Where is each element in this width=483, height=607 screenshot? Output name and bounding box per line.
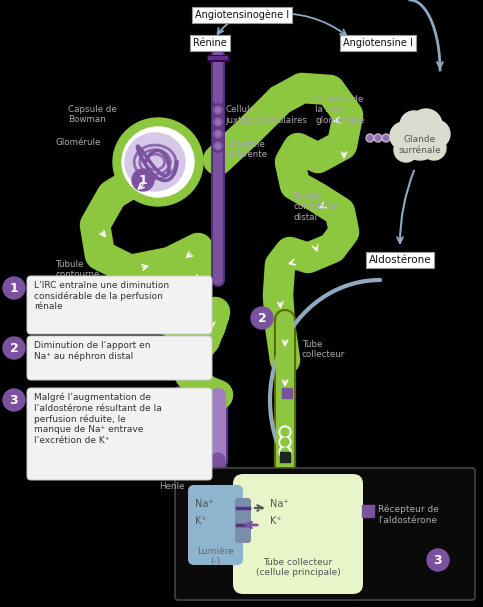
Text: Cellules de
la zone
glomérulée: Cellules de la zone glomérulée: [315, 95, 365, 126]
Text: Tube collecteur
(cellule principale): Tube collecteur (cellule principale): [256, 558, 341, 577]
Circle shape: [3, 277, 25, 299]
Circle shape: [215, 132, 221, 137]
Text: L’IRC entraîne une diminution
considérable de la perfusion
rénale: L’IRC entraîne une diminution considérab…: [34, 281, 169, 311]
Circle shape: [251, 307, 273, 329]
Text: K⁺: K⁺: [195, 516, 207, 526]
Text: Anse de
Henle: Anse de Henle: [155, 472, 190, 492]
Text: Récepteur de
l’aldostérone: Récepteur de l’aldostérone: [378, 505, 439, 525]
Circle shape: [3, 389, 25, 411]
Circle shape: [213, 129, 223, 138]
Circle shape: [366, 134, 374, 142]
Text: 3: 3: [10, 393, 18, 407]
Text: K⁺: K⁺: [270, 516, 282, 526]
Text: 2: 2: [257, 311, 267, 325]
Text: Tubule
contourné
distal: Tubule contourné distal: [293, 192, 337, 222]
Text: Malgré l’augmentation de
l’aldostérone résultant de la
perfusion réduite, le
man: Malgré l’augmentation de l’aldostérone r…: [34, 393, 162, 445]
Circle shape: [427, 549, 449, 571]
Circle shape: [3, 337, 25, 359]
FancyBboxPatch shape: [27, 388, 212, 480]
Circle shape: [212, 116, 224, 128]
Ellipse shape: [122, 127, 194, 197]
Circle shape: [279, 436, 291, 448]
Circle shape: [382, 134, 390, 142]
FancyBboxPatch shape: [27, 276, 212, 334]
Circle shape: [281, 438, 289, 446]
Circle shape: [212, 128, 224, 140]
Bar: [282, 388, 292, 398]
Circle shape: [213, 141, 223, 151]
Circle shape: [281, 428, 289, 436]
Circle shape: [213, 118, 223, 126]
Circle shape: [213, 106, 223, 115]
Text: Angiotensine I: Angiotensine I: [343, 38, 413, 48]
Bar: [362, 505, 374, 517]
Circle shape: [374, 134, 382, 142]
Ellipse shape: [113, 118, 203, 206]
Text: Diminution de l’apport en
Na⁺ au néphron distal: Diminution de l’apport en Na⁺ au néphron…: [34, 341, 151, 361]
Circle shape: [422, 136, 446, 160]
Circle shape: [400, 111, 428, 139]
Text: 2: 2: [10, 342, 18, 354]
Circle shape: [394, 138, 418, 162]
FancyBboxPatch shape: [27, 336, 212, 380]
Circle shape: [215, 107, 221, 112]
Text: Lumière
(-): Lumière (-): [197, 547, 233, 566]
Bar: [280, 452, 290, 462]
Ellipse shape: [125, 133, 185, 191]
Circle shape: [368, 135, 372, 140]
Circle shape: [400, 120, 440, 160]
Circle shape: [384, 135, 388, 140]
Text: Cellules
juxtaglomérulaires: Cellules juxtaglomérulaires: [225, 105, 307, 125]
Circle shape: [212, 104, 224, 116]
Circle shape: [215, 143, 221, 149]
FancyBboxPatch shape: [233, 474, 363, 594]
Text: Glomérule: Glomérule: [55, 138, 100, 147]
Circle shape: [212, 140, 224, 152]
Text: Tube
collecteur: Tube collecteur: [302, 340, 345, 359]
Circle shape: [375, 135, 381, 140]
FancyBboxPatch shape: [175, 468, 475, 600]
Text: Artériole
afférente: Artériole afférente: [228, 140, 268, 160]
Text: Capsule de
Bowman: Capsule de Bowman: [68, 105, 117, 124]
Text: 1: 1: [139, 174, 147, 186]
Circle shape: [279, 446, 291, 458]
Circle shape: [215, 120, 221, 124]
FancyBboxPatch shape: [235, 498, 251, 543]
Circle shape: [132, 169, 154, 191]
Circle shape: [279, 426, 291, 438]
Circle shape: [422, 120, 450, 148]
Text: Na⁺: Na⁺: [270, 499, 289, 509]
Circle shape: [410, 109, 442, 141]
Text: Glande
surrénale: Glande surrénale: [398, 135, 441, 155]
FancyBboxPatch shape: [188, 485, 243, 565]
Text: Tubule
contourné
proximal: Tubule contourné proximal: [55, 260, 99, 290]
Text: Aldostérone: Aldostérone: [369, 255, 431, 265]
Circle shape: [281, 448, 289, 456]
Text: 1: 1: [10, 282, 18, 294]
Circle shape: [390, 122, 418, 150]
Text: 3: 3: [434, 554, 442, 566]
Text: Rénine: Rénine: [193, 38, 227, 48]
Text: Na⁺: Na⁺: [195, 499, 213, 509]
Text: Angiotensinogène I: Angiotensinogène I: [195, 10, 289, 21]
